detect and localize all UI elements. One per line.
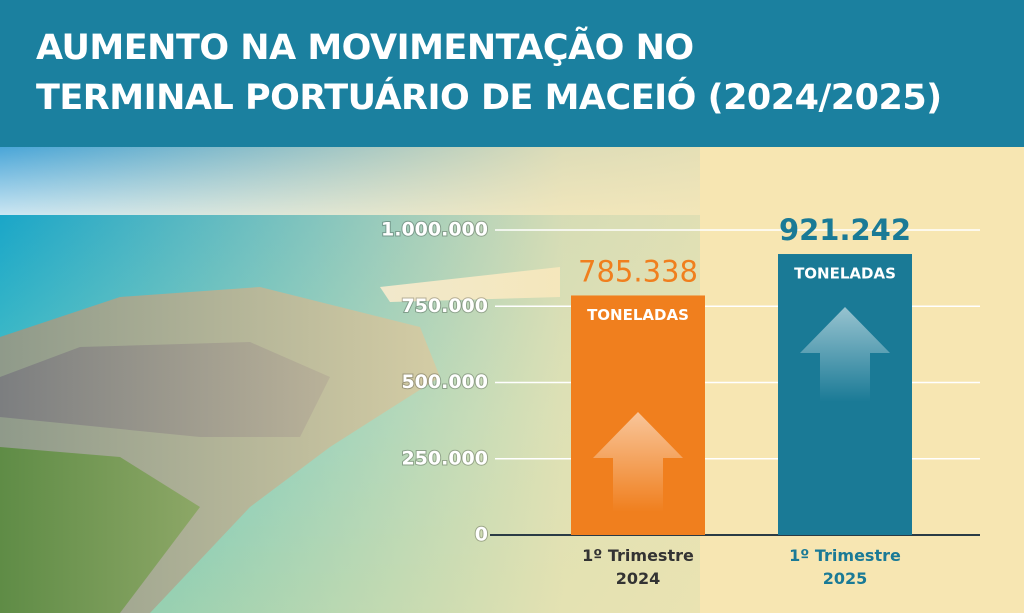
- unit-label: TONELADAS: [794, 265, 896, 283]
- y-tick-label: 750.000: [401, 295, 488, 317]
- y-tick-label: 1.000.000: [381, 219, 488, 241]
- y-tick-label: 250.000: [401, 447, 488, 469]
- title-line: TERMINAL PORTUÁRIO DE MACEIÓ (2024/2025): [36, 78, 942, 118]
- title-line: AUMENTO NA MOVIMENTAÇÃO NO: [36, 28, 694, 68]
- x-tick-label: 1º Trimestre 2025: [789, 546, 901, 588]
- value-label: 921.242: [779, 213, 911, 247]
- value-label: 785.338: [578, 254, 698, 288]
- y-tick-label: 500.000: [401, 371, 488, 393]
- unit-label: TONELADAS: [587, 306, 689, 324]
- chart: 0 250.000 500.000 750.000 1.000.000 785.338 TO…: [0, 147, 1024, 613]
- title-banner: AUMENTO NA MOVIMENTAÇÃO NO TERMINAL PORT…: [0, 0, 1024, 147]
- arrow-icon: [800, 307, 890, 402]
- y-tick-label: 0: [475, 524, 488, 546]
- x-tick-label: 1º Trimestre 2024: [582, 546, 694, 588]
- arrow-icon: [593, 412, 683, 512]
